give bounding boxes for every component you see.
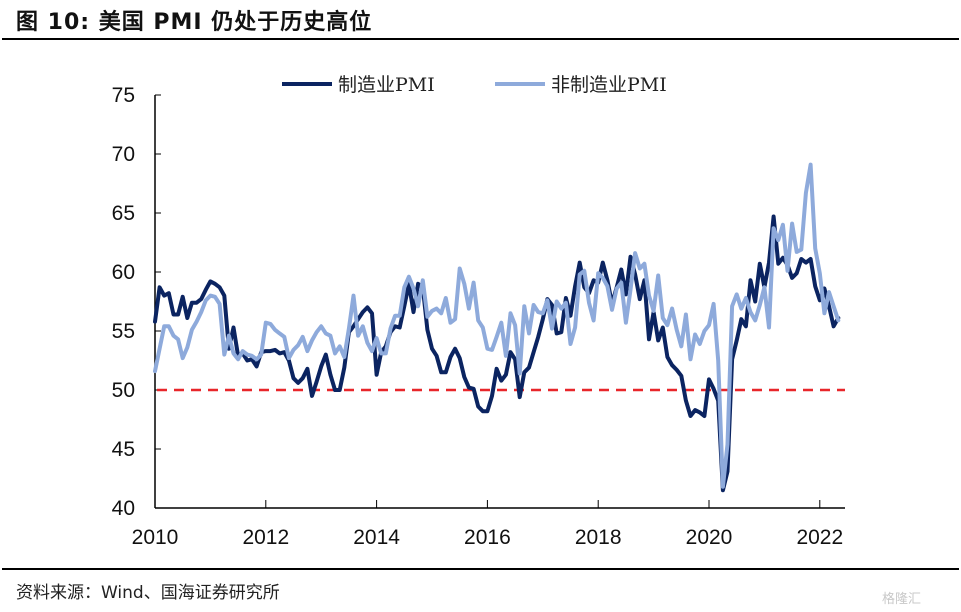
x-tick-label: 2020 [686, 526, 733, 549]
y-tick-label: 40 [112, 497, 135, 520]
non-manufacturing-pmi-points [154, 163, 840, 488]
y-tick-label: 75 [112, 84, 135, 107]
x-tick-label: 2018 [575, 526, 622, 549]
y-tick-label: 50 [112, 379, 135, 402]
legend: 制造业PMI 非制造业PMI [282, 74, 667, 96]
top-rule [2, 38, 959, 40]
watermark: 格隆汇 [882, 592, 922, 607]
non-manufacturing-pmi-line [153, 162, 841, 489]
x-tick-label: 2012 [242, 526, 289, 549]
manufacturing-pmi-points [154, 215, 840, 492]
series-lines [153, 162, 841, 493]
legend-label-non-manufacturing: 非制造业PMI [551, 74, 667, 96]
y-tick-label: 70 [112, 143, 135, 166]
x-tick-label: 2010 [132, 526, 179, 549]
source-note: 资料来源：Wind、国海证券研究所 [16, 583, 280, 603]
x-tick-label: 2022 [796, 526, 843, 549]
x-tick-label: 2014 [353, 526, 400, 549]
figure-title: 图 10: 美国 PMI 仍处于历史高位 [16, 10, 373, 35]
y-tick-label: 60 [112, 261, 135, 284]
x-tick-label: 2016 [464, 526, 511, 549]
manufacturing-pmi-line [153, 214, 841, 493]
axes: 40 45 50 55 60 65 70 75 2010 2012 2014 2016 2018 2020… [112, 84, 845, 549]
legend-label-manufacturing: 制造业PMI [338, 74, 435, 96]
bottom-rule [2, 568, 959, 570]
y-tick-label: 55 [112, 320, 135, 343]
y-tick-label: 65 [112, 202, 135, 225]
y-tick-label: 45 [112, 438, 135, 461]
